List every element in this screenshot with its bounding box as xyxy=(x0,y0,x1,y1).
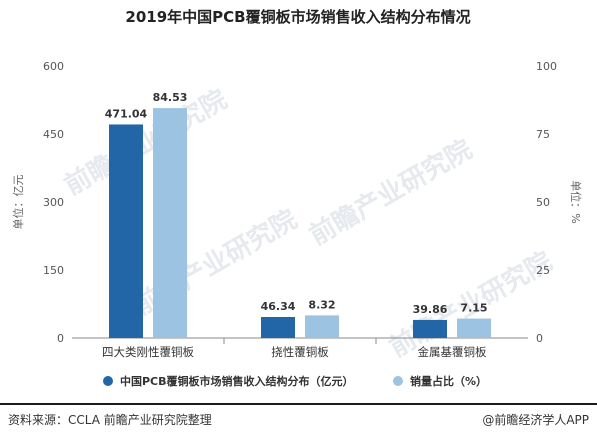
footer-brand: @前瞻经济学人APP xyxy=(482,413,589,427)
watermark-0: 前瞻产业研究院 xyxy=(59,84,232,202)
y-left-tick-label: 150 xyxy=(43,264,64,277)
bars xyxy=(109,108,491,338)
x-tick-label: 金属基覆铜板 xyxy=(418,345,487,359)
legend-marker-0 xyxy=(103,376,113,386)
footer-divider xyxy=(0,403,597,405)
bar-share-1 xyxy=(305,315,339,338)
legend-label-0: 中国PCB覆铜板市场销售收入结构分布（亿元） xyxy=(120,374,354,388)
data-label: 7.15 xyxy=(460,302,487,315)
data-label: 84.53 xyxy=(153,91,188,104)
data-label: 39.86 xyxy=(413,303,448,316)
bar-revenue-1 xyxy=(261,316,295,338)
data-label: 8.32 xyxy=(308,298,335,311)
legend-marker-1 xyxy=(393,376,403,386)
legend: 中国PCB覆铜板市场销售收入结构分布（亿元） 销量占比（%） xyxy=(103,374,487,388)
data-label: 471.04 xyxy=(105,107,148,120)
bar-share-0 xyxy=(153,108,187,338)
y-left-tick-label: 300 xyxy=(43,196,64,209)
axes: 0 150 300 450 600 0 25 50 75 100 单位：亿元 单位：% 四大类刚性覆铜板… xyxy=(11,60,583,359)
footer-source: 资料来源：CCLA 前瞻产业研究院整理 xyxy=(8,413,212,427)
y-left-tick-label: 450 xyxy=(43,128,64,141)
y-left-axis-title: 单位：亿元 xyxy=(11,175,25,230)
bar-revenue-2 xyxy=(413,319,447,338)
data-label: 46.34 xyxy=(261,300,296,313)
y-left-tick-label: 600 xyxy=(43,60,64,73)
y-right-axis-title: 单位：% xyxy=(569,180,583,223)
y-right-tick-label: 0 xyxy=(536,332,543,345)
y-right-tick-label: 100 xyxy=(536,60,557,73)
x-tick-label: 挠性覆铜板 xyxy=(271,345,329,359)
bar-share-2 xyxy=(457,318,491,338)
y-left-tick-label: 0 xyxy=(57,332,64,345)
legend-label-1: 销量占比（%） xyxy=(410,374,487,388)
chart-title: 2019年中国PCB覆铜板市场销售收入结构分布情况 xyxy=(125,8,470,26)
bar-revenue-0 xyxy=(109,124,143,338)
y-right-tick-label: 75 xyxy=(536,128,550,141)
value-labels: 471.04 46.34 39.86 84.53 8.32 7.15 xyxy=(105,91,488,316)
watermark-1: 前瞻产业研究院 xyxy=(304,134,477,252)
y-right-tick-label: 25 xyxy=(536,264,550,277)
x-tick-label: 四大类刚性覆铜板 xyxy=(102,345,194,359)
y-right-tick-label: 50 xyxy=(536,196,550,209)
